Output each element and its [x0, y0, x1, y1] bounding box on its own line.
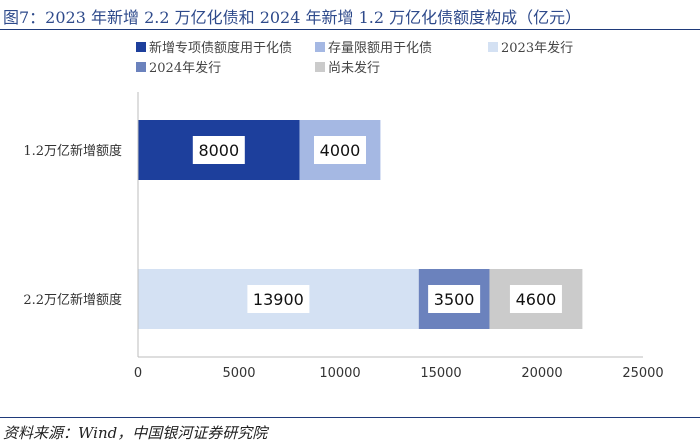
legend-label-3: 2024年发行: [149, 60, 221, 76]
bar-area: 8000 4000 1.2万亿新增额度 13900 3500 4600 2.2万亿新增额度: [23, 120, 583, 329]
value-label-box-0-0: [192, 136, 245, 164]
legend-swatch-2: [488, 42, 498, 52]
x-tick-label-3: 15000: [420, 366, 461, 381]
value-label-0-0: 8000: [198, 141, 239, 160]
axes: 0 5000 10000 15000 20000 25000: [134, 92, 664, 381]
value-label-1-4: 4600: [516, 290, 557, 309]
category-label-1: 2.2万亿新增额度: [23, 292, 122, 308]
value-label-box-1-3: [428, 285, 481, 313]
legend-label-2: 2023年发行: [501, 40, 573, 56]
legend-swatch-1: [315, 42, 325, 52]
value-label-1-3: 3500: [434, 290, 475, 309]
value-label-1-2: 13900: [253, 290, 304, 309]
value-label-box-1-4: [509, 285, 562, 313]
value-label-box-1-2: [247, 285, 310, 313]
x-tick-label-1: 5000: [222, 366, 255, 381]
legend-swatch-0: [136, 42, 146, 52]
x-tick-label-0: 0: [134, 366, 142, 381]
legend-swatch-3: [136, 62, 146, 72]
category-label-0: 1.2万亿新增额度: [23, 143, 122, 159]
legend-swatch-4: [315, 62, 325, 72]
legend-label-1: 存量限额用于化债: [328, 41, 432, 56]
value-label-0-1: 4000: [320, 141, 361, 160]
chart-title: 图7：2023 年新增 2.2 万亿化债和 2024 年新增 1.2 万亿化债额…: [3, 8, 582, 27]
x-tick-label-4: 20000: [521, 366, 562, 381]
legend: 新增专项债额度用于化债 存量限额用于化债 2023年发行 2024年发行 尚未发行: [136, 40, 573, 76]
x-tick-label-2: 10000: [319, 366, 360, 381]
footer-divider: [0, 417, 700, 418]
x-tick-label-5: 25000: [622, 366, 663, 381]
legend-label-0: 新增专项债额度用于化债: [149, 40, 292, 56]
value-label-box-0-1: [314, 136, 366, 164]
legend-label-4: 尚未发行: [328, 60, 380, 76]
source-note: 资料来源：Wind，中国银河证券研究院: [3, 424, 268, 442]
title-bar: 图7：2023 年新增 2.2 万亿化债和 2024 年新增 1.2 万亿化债额…: [0, 0, 700, 30]
